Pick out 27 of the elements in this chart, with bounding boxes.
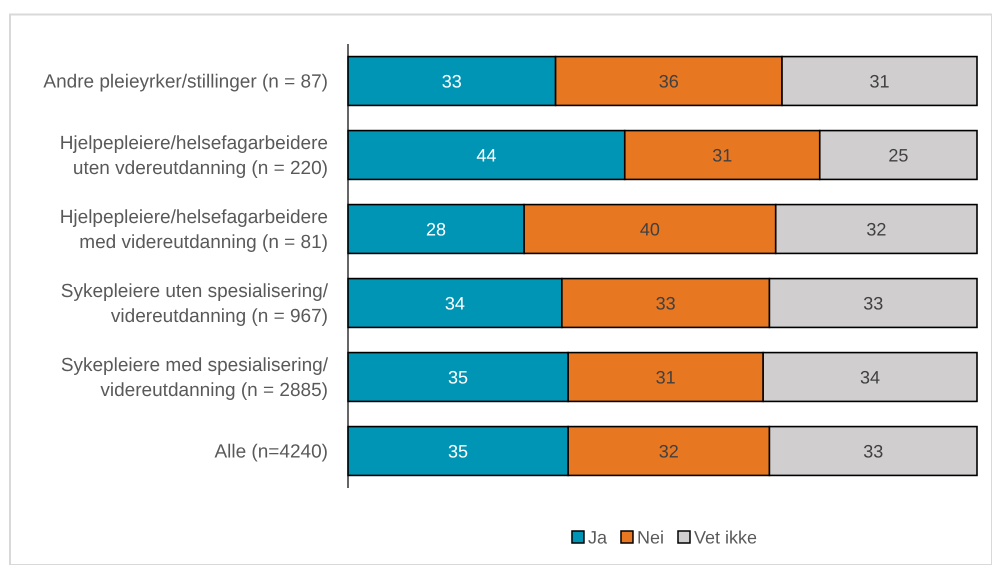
data-label: 33 [863,441,884,462]
data-label: 25 [888,145,908,166]
legend-label: Vet ikke [694,527,758,548]
data-label: 31 [869,71,890,92]
legend-label: Ja [588,527,608,548]
data-label: 40 [640,219,660,240]
data-label: 31 [712,145,732,166]
data-label: 33 [863,293,884,314]
data-label: 44 [476,145,496,166]
y-tick-label: Sykepleiere med spesialisering/videreutdanning (n = 2885) [60,355,329,402]
data-label: 32 [866,219,886,240]
data-label: 33 [656,293,676,314]
data-label: 34 [444,293,465,314]
data-label: 35 [448,441,468,462]
y-tick-label: Andre pleieyrker/stillinger (n = 87) [43,72,328,93]
y-tick-label: Sykepleiere uten spesialisering/videreutdanning (n = 967) [60,281,329,328]
data-label: 33 [442,71,462,92]
y-tick-label: Hjelpepleiere/helsefagarbeidere uten vdereutdanning (n = 220) [60,133,328,180]
data-label: 34 [860,367,880,388]
data-label: 32 [658,441,679,462]
y-tick-label: Alle (n=4240) [214,442,328,463]
legend-label: Nei [636,527,664,548]
data-label: 31 [656,367,676,388]
data-label: 28 [426,219,446,240]
y-tick-label: Hjelpepleiere/helsefagarbeidere med videreutdanning (n = 81) [60,207,328,254]
data-label: 35 [448,367,468,388]
data-label: 36 [658,71,679,92]
